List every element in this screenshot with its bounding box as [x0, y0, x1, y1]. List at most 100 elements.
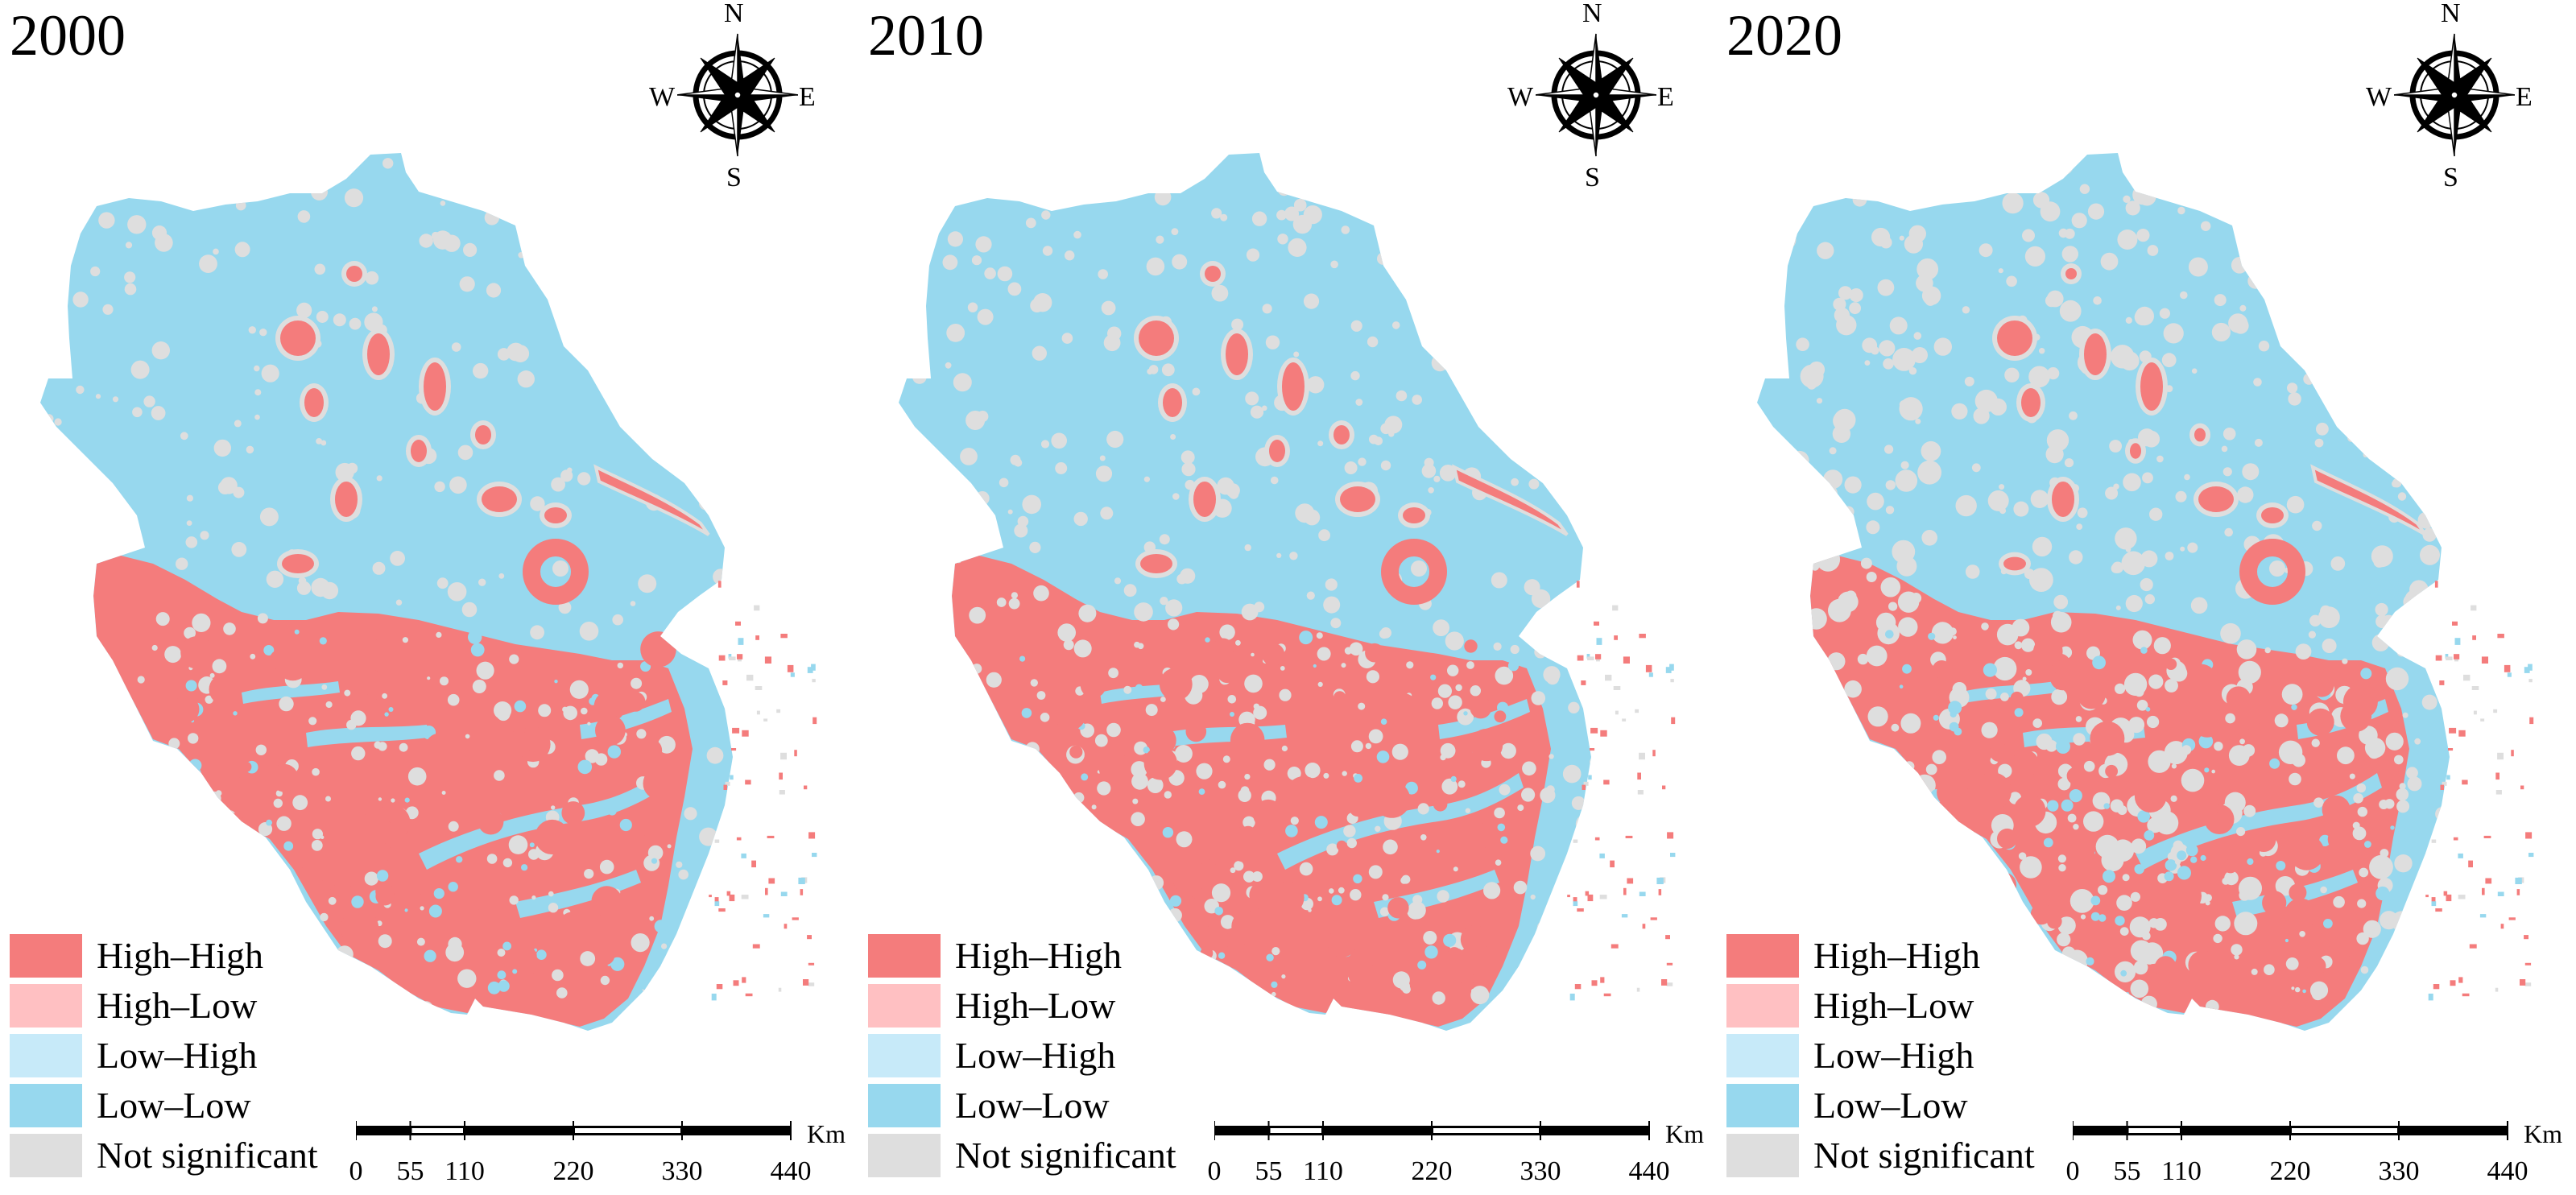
- island-cell: [2446, 656, 2453, 660]
- mixed-cluster-speck: [427, 676, 431, 680]
- mixed-cluster-speck: [1070, 818, 1081, 829]
- high-high-patch: [595, 715, 626, 746]
- not-significant-patch: [2051, 688, 2068, 705]
- high-high-patch: [2169, 879, 2202, 912]
- island-cell: [2524, 935, 2528, 940]
- lisa-cluster-map: [899, 153, 1676, 1031]
- high-high-patch: [2261, 507, 2284, 523]
- island-cell: [2431, 839, 2437, 843]
- island-cell: [2516, 889, 2520, 895]
- not-significant-patch: [2034, 165, 2043, 173]
- not-significant-patch: [1841, 776, 1859, 794]
- not-significant-patch: [558, 601, 572, 614]
- not-significant-patch: [1061, 333, 1073, 344]
- not-significant-patch: [2117, 229, 2138, 250]
- mixed-cluster-speck: [2120, 970, 2127, 977]
- map-panel-2020: 2020 N W E S High–High High–Low Low–High Lo…: [1717, 0, 2575, 1195]
- mixed-cluster-speck: [497, 949, 506, 957]
- mixed-cluster-speck: [2231, 944, 2243, 956]
- mixed-cluster-speck: [577, 759, 593, 775]
- not-significant-patch: [2115, 683, 2126, 694]
- not-significant-patch: [1433, 475, 1441, 482]
- mixed-cluster-speck: [2211, 769, 2215, 774]
- not-significant-patch: [1522, 761, 1536, 776]
- island-cell: [717, 581, 722, 588]
- compass-north-label: N: [2441, 0, 2461, 28]
- not-significant-patch: [1925, 825, 1947, 847]
- mixed-cluster-speck: [1323, 772, 1329, 779]
- high-high-patch: [270, 763, 299, 792]
- not-significant-patch: [1857, 653, 1869, 665]
- not-significant-patch: [1821, 486, 1838, 501]
- island-cell: [1585, 891, 1590, 896]
- not-significant-patch: [2314, 438, 2324, 448]
- mixed-cluster-speck: [1344, 647, 1352, 655]
- island-cell: [2528, 664, 2533, 671]
- mixed-cluster-speck: [663, 986, 677, 1000]
- mixed-cluster-speck: [1285, 825, 1298, 837]
- not-significant-patch: [1815, 742, 1826, 752]
- not-significant-patch: [2242, 463, 2260, 481]
- high-high-patch: [1991, 872, 2017, 898]
- not-significant-patch: [2383, 267, 2396, 282]
- not-significant-patch: [433, 165, 447, 179]
- mixed-cluster-speck: [2069, 789, 2082, 803]
- not-significant-patch: [2125, 547, 2132, 552]
- not-significant-patch: [60, 253, 66, 259]
- not-significant-patch: [975, 236, 992, 253]
- mixed-cluster-speck: [378, 934, 392, 949]
- not-significant-patch: [56, 273, 66, 282]
- not-significant-patch: [1987, 490, 2009, 511]
- island-cell: [779, 790, 785, 795]
- not-significant-patch: [1892, 348, 1916, 371]
- compass-west-label: W: [649, 82, 676, 112]
- not-significant-patch: [1909, 835, 1930, 856]
- island-cell: [1667, 832, 1674, 839]
- not-significant-patch: [2422, 527, 2437, 542]
- mixed-cluster-speck: [1517, 804, 1524, 812]
- not-significant-patch: [2385, 732, 2404, 750]
- not-significant-patch: [938, 760, 952, 775]
- high-high-patch: [519, 947, 537, 966]
- not-significant-patch: [560, 469, 573, 482]
- not-significant-patch: [2357, 806, 2367, 817]
- not-significant-patch: [176, 924, 184, 932]
- not-significant-patch: [2022, 229, 2035, 242]
- mixed-cluster-speck: [2153, 819, 2160, 826]
- not-significant-patch: [1244, 674, 1263, 693]
- high-high-patch: [1230, 722, 1265, 758]
- not-significant-patch: [1010, 454, 1021, 465]
- not-significant-patch: [2053, 594, 2069, 610]
- mixed-cluster-speck: [404, 797, 410, 803]
- not-significant-patch: [2057, 854, 2066, 863]
- not-significant-patch: [1368, 729, 1383, 744]
- not-significant-patch: [255, 744, 267, 755]
- mixed-cluster-speck: [2319, 834, 2331, 846]
- high-high-patch: [1470, 697, 1492, 719]
- mixed-cluster-speck: [1341, 663, 1346, 668]
- high-high-patch: [393, 873, 423, 903]
- not-significant-patch: [2396, 788, 2409, 801]
- not-significant-patch: [1346, 837, 1357, 849]
- high-high-patch: [1327, 928, 1358, 957]
- island-cell: [1600, 730, 1607, 737]
- mixed-cluster-speck: [1432, 991, 1445, 1005]
- not-significant-patch: [110, 518, 124, 532]
- island-cell: [1669, 664, 1674, 671]
- not-significant-patch: [2166, 176, 2190, 200]
- not-significant-patch: [2083, 760, 2095, 772]
- island-cell: [1662, 785, 1666, 790]
- not-significant-patch: [1908, 225, 1926, 242]
- not-significant-patch: [509, 895, 519, 905]
- not-significant-patch: [382, 158, 394, 169]
- mixed-cluster-speck: [1132, 798, 1139, 804]
- mixed-cluster-speck: [1417, 960, 1427, 970]
- not-significant-patch: [77, 498, 93, 514]
- island-cell: [808, 962, 815, 966]
- not-significant-patch: [1491, 572, 1507, 589]
- not-significant-patch: [1481, 185, 1498, 202]
- not-significant-patch: [1900, 713, 1921, 734]
- high-high-patch: [1154, 798, 1183, 827]
- not-significant-patch: [52, 218, 67, 232]
- not-significant-patch: [1797, 883, 1807, 893]
